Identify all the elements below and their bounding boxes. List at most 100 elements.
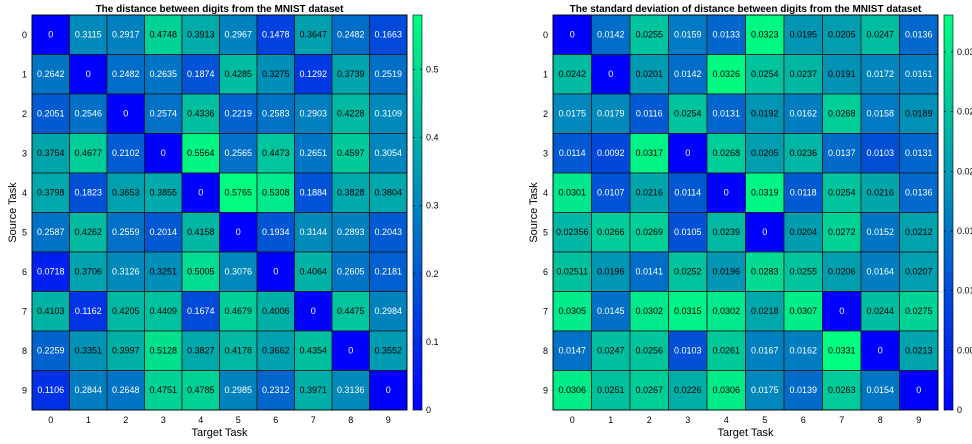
heatmap2-cell xyxy=(668,330,708,371)
heatmap2-cell-label: 0.0136 xyxy=(905,188,933,198)
heatmap2-y-tick: 0 xyxy=(543,30,548,40)
heatmap2-x-tick: 2 xyxy=(647,415,652,425)
heatmap1-colorbar-tick: 0.5 xyxy=(426,64,439,74)
heatmap1-cell xyxy=(106,93,145,134)
heatmap2-cell xyxy=(860,133,900,174)
heatmap1-cell xyxy=(294,370,333,411)
heatmap2-cell-label: 0.0306 xyxy=(712,385,740,395)
heatmap1-cell-label: 0.4064 xyxy=(299,267,327,277)
heatmap2-cell xyxy=(783,251,823,292)
heatmap2-cell-label: 0.0255 xyxy=(789,267,817,277)
heatmap1-cell-label: 0.5765 xyxy=(224,188,252,198)
heatmap1-cell-label: 0.4751 xyxy=(149,385,177,395)
heatmap1-cell xyxy=(256,54,295,95)
heatmap1-cell-label: 0 xyxy=(273,267,278,277)
heatmap2-cell-label: 0.0272 xyxy=(828,227,856,237)
heatmap1-cell xyxy=(219,212,258,253)
heatmap1-cell xyxy=(256,93,295,134)
heatmap1-cell-label: 0.2259 xyxy=(37,346,65,356)
heatmap2-cell-label: 0.0167 xyxy=(751,346,779,356)
heatmap2-cell-label: 0.0131 xyxy=(905,148,933,158)
heatmap2-cell-label: 0.0133 xyxy=(712,30,740,40)
heatmap2-cell-label: 0.0239 xyxy=(712,227,740,237)
heatmap1-cell xyxy=(31,370,70,411)
heatmap1-cell xyxy=(331,93,370,134)
heatmap1-colorbar-tick: 0.1 xyxy=(426,337,439,347)
heatmap1-cell-label: 0.2102 xyxy=(112,148,140,158)
heatmap2-cell xyxy=(552,133,592,174)
heatmap1-cell-label: 0.4409 xyxy=(149,306,177,316)
heatmap2-x-tick: 6 xyxy=(801,415,806,425)
heatmap1-cell xyxy=(31,212,70,253)
heatmap1-cell-label: 0.3136 xyxy=(337,385,365,395)
heatmap1-colorbar xyxy=(412,14,423,411)
heatmap1-cell xyxy=(219,251,258,292)
heatmap1-cell xyxy=(256,370,295,411)
heatmap2-x-tick: 7 xyxy=(839,415,844,425)
heatmap2-cell-label: 0.0139 xyxy=(789,385,817,395)
heatmap1-cell xyxy=(369,133,408,174)
heatmap2-cell xyxy=(899,330,939,371)
heatmap2-cell xyxy=(745,54,785,95)
heatmap2-cell xyxy=(591,251,631,292)
heatmap2-cell-label: 0.0191 xyxy=(828,69,856,79)
heatmap2-cell xyxy=(591,14,631,55)
heatmap2-cell-label: 0.0136 xyxy=(905,30,933,40)
heatmap2-cell-label: 0.0226 xyxy=(674,385,702,395)
heatmap1-cell xyxy=(331,172,370,213)
heatmap1-cell-label: 0.2587 xyxy=(37,227,65,237)
heatmap1-cell-label: 0.3109 xyxy=(374,109,402,119)
heatmap2-cell-label: 0.0154 xyxy=(866,385,894,395)
heatmap2-cell-label: 0.0131 xyxy=(712,109,740,119)
heatmap1-cell xyxy=(144,291,183,332)
heatmap1-y-tick: 4 xyxy=(22,188,27,198)
heatmap1-cell-label: 0.4336 xyxy=(187,109,215,119)
heatmap1-cell xyxy=(181,370,220,411)
heatmap2-y-tick: 1 xyxy=(543,69,548,79)
heatmap2-x-tick: 9 xyxy=(916,415,921,425)
heatmap2-cell xyxy=(706,330,746,371)
heatmap1-cell xyxy=(69,172,108,213)
heatmap2-cell xyxy=(629,330,669,371)
heatmap1-cell-label: 0.3706 xyxy=(74,267,102,277)
heatmap2-cell-label: 0.02511 xyxy=(556,267,588,277)
heatmap2-cell xyxy=(899,251,939,292)
heatmap1-cell-label: 0.3913 xyxy=(187,30,215,40)
heatmap1-title: The distance between digits from the MNI… xyxy=(96,4,344,15)
heatmap2-title: The standard deviation of distance betwe… xyxy=(570,4,922,15)
heatmap1-cell-label: 0.3115 xyxy=(75,30,102,40)
heatmap2-cell-label: 0.0162 xyxy=(789,346,817,356)
heatmap2-cell xyxy=(783,172,823,213)
heatmap1-y-tick: 7 xyxy=(22,306,27,316)
heatmap1-frame xyxy=(31,14,408,411)
heatmap1-cell xyxy=(369,14,408,55)
heatmap2-cell-label: 0.0164 xyxy=(866,267,894,277)
heatmap1-cell xyxy=(31,251,70,292)
heatmap2-cell xyxy=(552,93,592,134)
heatmap1-cell-label: 0.3827 xyxy=(187,346,215,356)
heatmap1-cell-label: 0.4475 xyxy=(337,306,365,316)
heatmap1-cell-label: 0 xyxy=(386,385,391,395)
heatmap2-cell-label: 0.0254 xyxy=(674,109,702,119)
heatmap2-cell-label: 0.0103 xyxy=(866,148,894,158)
heatmap2-cell-label: 0.0263 xyxy=(828,385,856,395)
heatmap2-colorbar-tick: 0.02 xyxy=(957,166,972,176)
heatmap1-y-tick: 5 xyxy=(22,227,27,237)
heatmap1-cell-label: 0.4473 xyxy=(262,148,290,158)
heatmap2-cell xyxy=(629,212,669,253)
heatmap1-cell-label: 0.2984 xyxy=(374,306,402,316)
heatmap1-cell-label: 0.5005 xyxy=(187,267,215,277)
heatmap1-cell xyxy=(294,14,333,55)
heatmap2-cell xyxy=(822,251,862,292)
heatmap2-cell-label: 0.0254 xyxy=(751,69,779,79)
heatmap2-cell xyxy=(745,212,785,253)
heatmap2-cell-label: 0.0315 xyxy=(674,306,702,316)
heatmap1-cell xyxy=(181,172,220,213)
heatmap1-y-tick: 9 xyxy=(22,385,27,395)
heatmap2-cell-label: 0.0247 xyxy=(866,30,894,40)
heatmap1-cell-label: 0.2546 xyxy=(74,109,102,119)
heatmap1-cell xyxy=(31,133,70,174)
heatmap1-cell-label: 0.3351 xyxy=(74,346,102,356)
heatmap1-cell-label: 0.2181 xyxy=(374,267,402,277)
heatmap2-x-label: Target Task xyxy=(717,427,774,439)
